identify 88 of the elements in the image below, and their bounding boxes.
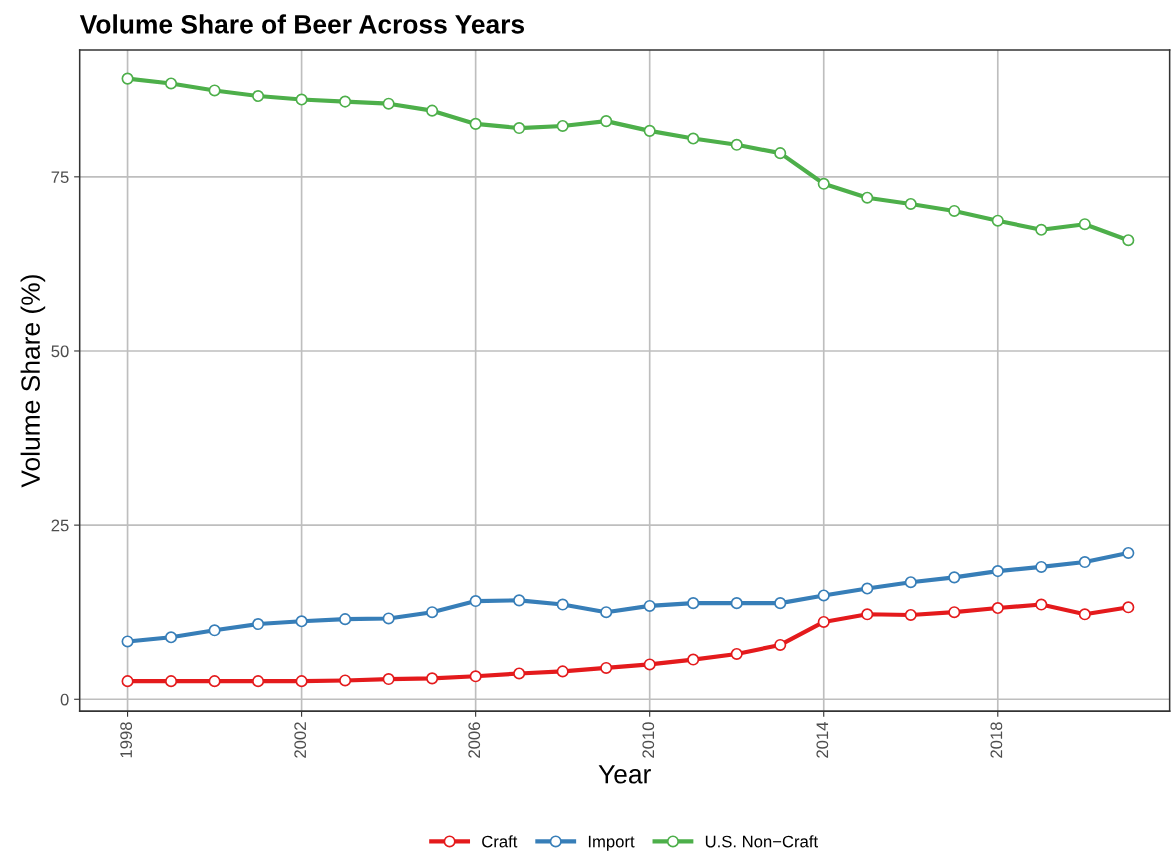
point — [252, 89, 265, 103]
point — [730, 138, 743, 151]
point — [165, 77, 178, 90]
y-tick-label: 50 — [51, 345, 69, 358]
legend-label: U.S. Non−Craft — [705, 835, 818, 848]
point — [1035, 223, 1048, 236]
point — [165, 631, 178, 644]
point — [513, 594, 526, 607]
point — [600, 115, 613, 128]
point — [643, 124, 656, 137]
point — [948, 606, 961, 619]
point — [687, 653, 700, 666]
point — [339, 95, 352, 108]
point — [426, 672, 439, 685]
point — [1122, 546, 1135, 560]
point — [339, 674, 352, 687]
point — [165, 675, 178, 688]
point — [991, 601, 1004, 615]
point — [1122, 601, 1135, 614]
point — [469, 117, 482, 130]
point — [469, 670, 482, 683]
point — [382, 612, 395, 625]
x-tick-label: 2010 — [642, 722, 655, 758]
point — [991, 565, 1004, 578]
point — [252, 675, 265, 688]
point — [382, 97, 395, 110]
point — [121, 72, 134, 85]
point — [774, 638, 787, 651]
point — [600, 661, 613, 674]
point — [1035, 598, 1048, 611]
point — [1078, 555, 1091, 569]
point — [426, 104, 439, 117]
point — [904, 608, 917, 622]
x-tick-label: 1998 — [120, 722, 133, 758]
point — [730, 647, 743, 661]
point — [208, 84, 221, 97]
legend-label: Import — [588, 835, 635, 851]
point — [817, 589, 830, 602]
point — [1078, 608, 1091, 621]
point — [295, 93, 308, 106]
point — [295, 675, 308, 688]
point — [208, 624, 221, 637]
x-tick-label: 2018 — [990, 722, 1003, 758]
point — [904, 576, 917, 589]
point — [991, 214, 1004, 227]
point — [861, 582, 874, 595]
point — [817, 177, 830, 190]
chart-title: Volume Share of Beer Across Years — [79, 14, 525, 34]
point — [948, 204, 961, 218]
point — [469, 595, 482, 608]
point — [948, 571, 961, 584]
point — [1078, 218, 1091, 231]
point — [1122, 234, 1135, 247]
point — [600, 606, 613, 619]
x-tick-label: 2006 — [468, 722, 481, 758]
point — [121, 675, 134, 688]
point — [121, 635, 134, 648]
legend-label: Craft — [482, 835, 518, 848]
point — [556, 119, 569, 133]
point — [513, 667, 526, 680]
point — [774, 597, 787, 610]
point — [861, 608, 874, 621]
point — [556, 665, 569, 678]
x-tick-label: 2002 — [294, 722, 307, 758]
y-tick-label: 75 — [51, 171, 69, 184]
point — [643, 658, 656, 671]
point — [904, 197, 917, 211]
point — [295, 615, 308, 628]
point — [861, 191, 874, 204]
point — [339, 613, 352, 626]
y-tick-label: 25 — [51, 519, 69, 532]
y-axis-title: Volume Share (%) — [20, 275, 46, 488]
x-tick-label: 2014 — [816, 722, 829, 758]
x-axis-title: Year — [598, 765, 651, 784]
point — [774, 147, 787, 160]
point — [513, 122, 526, 135]
point — [687, 597, 700, 610]
point — [817, 615, 830, 628]
point — [382, 673, 395, 686]
point — [426, 606, 439, 619]
point — [208, 675, 221, 688]
point — [556, 598, 569, 611]
y-tick-label: 0 — [60, 693, 69, 706]
point — [687, 132, 700, 145]
point — [252, 617, 265, 631]
point — [730, 597, 743, 610]
point — [643, 599, 656, 612]
point — [1035, 560, 1048, 573]
